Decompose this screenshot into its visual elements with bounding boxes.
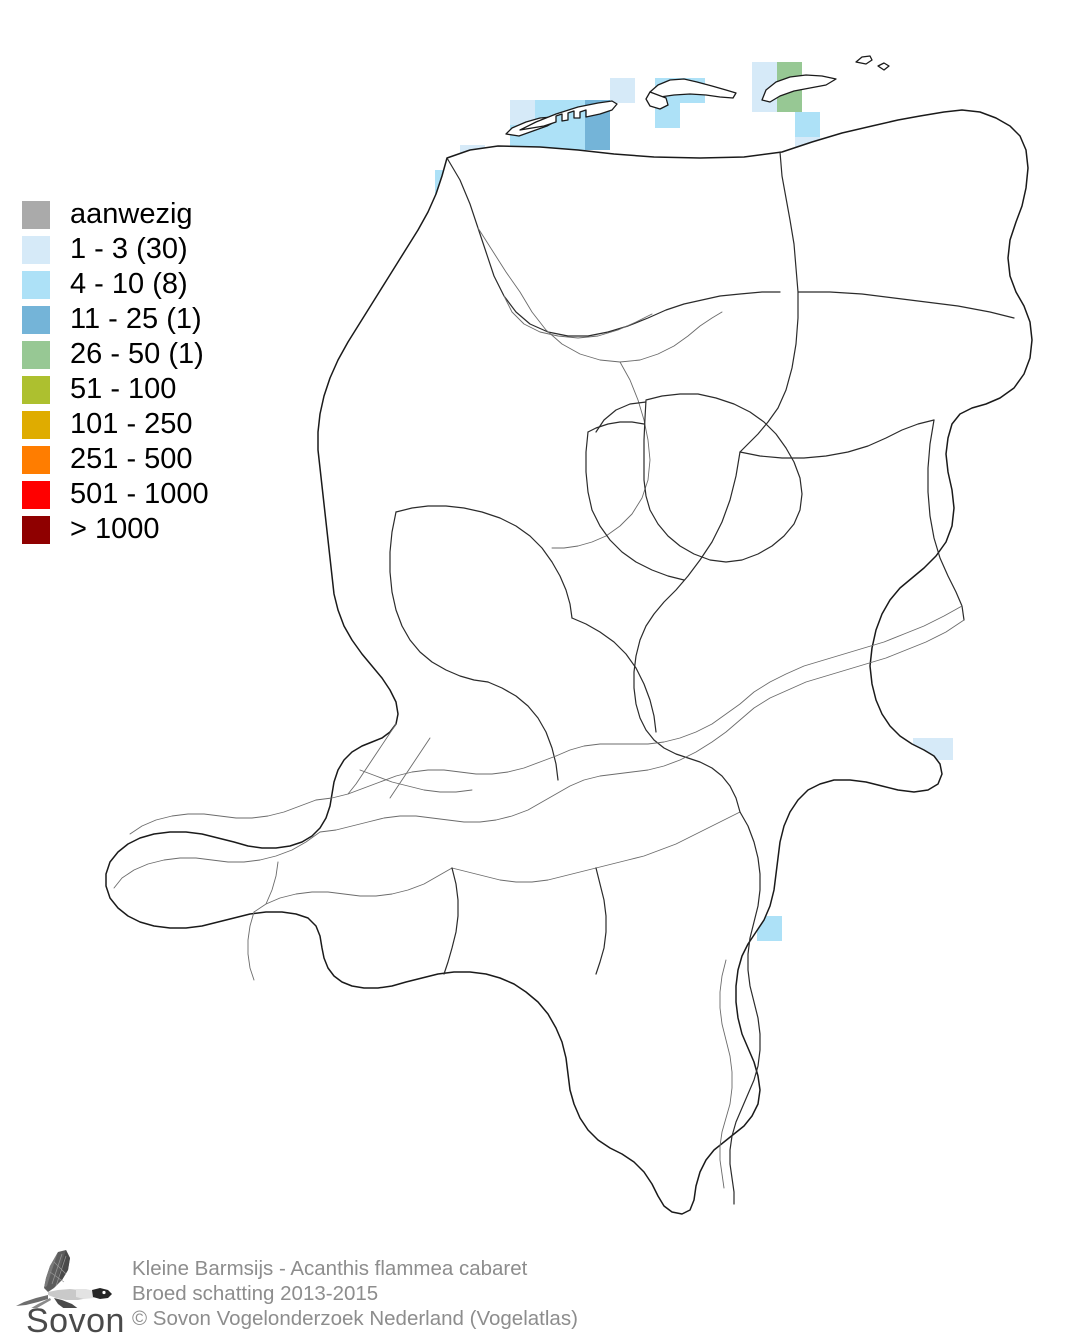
limburg-detail: [719, 959, 733, 1189]
legend-label-501-1000: 501 - 1000: [70, 478, 209, 510]
legend-label-4-10: 4 - 10 (8): [70, 268, 188, 300]
legend: aanwezig 1 - 3 (30) 4 - 10 (8) 11 - 25 (…: [22, 197, 322, 547]
legend-item-8[interactable]: 501 - 1000: [22, 477, 322, 512]
figure-footer: Sovon Kleine Barmsijs - Acanthis flammea…: [0, 1248, 1074, 1340]
legend-item-7[interactable]: 251 - 500: [22, 442, 322, 477]
sovon-logo[interactable]: Sovon: [14, 1248, 132, 1340]
caption-credit: © Sovon Vogelonderzoek Nederland (Vogela…: [132, 1307, 578, 1330]
legend-swatch-11-25: [22, 305, 50, 334]
caption-block: Kleine Barmsijs - Acanthis flammea cabar…: [132, 1256, 578, 1331]
legend-label-11-25: 11 - 25 (1): [70, 303, 202, 335]
grid-cell[interactable]: [610, 78, 635, 103]
caption-survey: Broed schatting 2013-2015: [132, 1282, 379, 1305]
caption-species: Kleine Barmsijs - Acanthis flammea cabar…: [132, 1257, 528, 1280]
legend-swatch-51-100: [22, 375, 50, 404]
netherlands-map-svg[interactable]: [0, 0, 1074, 1260]
sovon-wordmark: Sovon: [26, 1302, 125, 1340]
province-boundaries: [113, 151, 1015, 1205]
netherlands-outline: [105, 109, 1033, 1215]
legend-item-2[interactable]: 4 - 10 (8): [22, 267, 322, 302]
legend-label-51-100: 51 - 100: [70, 373, 177, 405]
legend-label-aanwezig: aanwezig: [70, 198, 193, 230]
legend-swatch-1-3: [22, 235, 50, 264]
grid-cell[interactable]: [795, 112, 820, 137]
legend-item-5[interactable]: 51 - 100: [22, 372, 322, 407]
legend-label-101-250: 101 - 250: [70, 408, 193, 440]
legend-item-4[interactable]: 26 - 50 (1): [22, 337, 322, 372]
legend-item-6[interactable]: 101 - 250: [22, 407, 322, 442]
legend-label-26-50: 26 - 50 (1): [70, 338, 204, 370]
legend-item-9[interactable]: > 1000: [22, 512, 322, 547]
legend-swatch-26-50: [22, 340, 50, 369]
legend-swatch-gt-1000: [22, 515, 50, 544]
legend-swatch-501-1000: [22, 480, 50, 509]
legend-swatch-251-500: [22, 445, 50, 474]
legend-label-1-3: 1 - 3 (30): [70, 233, 188, 265]
legend-swatch-101-250: [22, 410, 50, 439]
swallow-icon: [16, 1250, 112, 1316]
legend-label-gt-1000: > 1000: [70, 513, 160, 545]
legend-item-0[interactable]: aanwezig: [22, 197, 322, 232]
legend-item-3[interactable]: 11 - 25 (1): [22, 302, 322, 337]
legend-label-251-500: 251 - 500: [70, 443, 193, 475]
grid-cell[interactable]: [560, 125, 585, 150]
legend-swatch-4-10: [22, 270, 50, 299]
legend-swatch-aanwezig: [22, 200, 50, 229]
grid-cell[interactable]: [752, 62, 777, 87]
grid-cell[interactable]: [585, 125, 610, 150]
legend-item-1[interactable]: 1 - 3 (30): [22, 232, 322, 267]
distribution-map[interactable]: [0, 0, 1074, 1260]
